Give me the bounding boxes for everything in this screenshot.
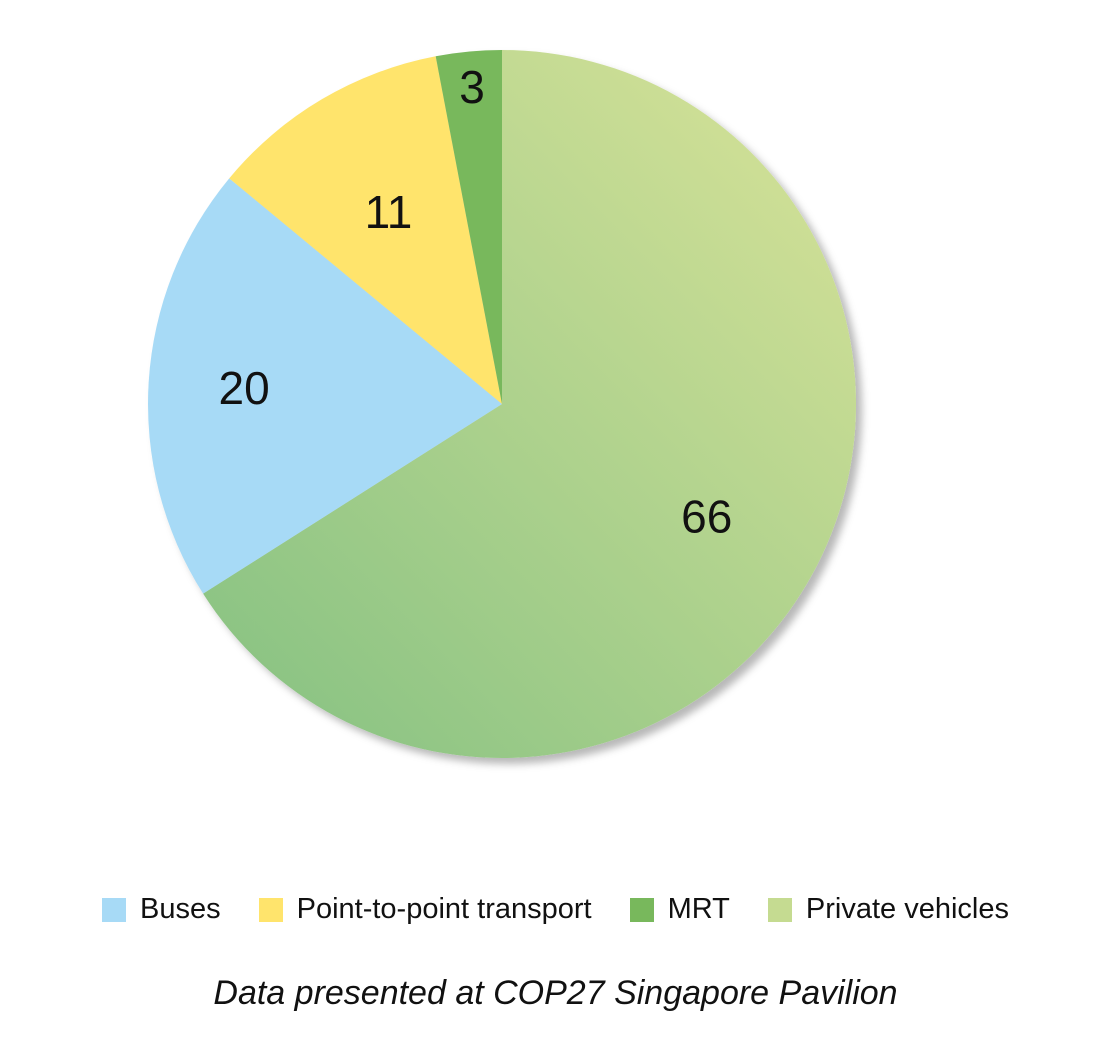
slice-value-label-mrt: 3	[459, 61, 485, 113]
legend-item-buses: Buses	[102, 893, 221, 926]
chart-caption: Data presented at COP27 Singapore Pavili…	[213, 974, 898, 1012]
legend-label: MRT	[667, 893, 730, 925]
pie-slice-point-to-point-transport	[229, 56, 502, 404]
legend-label: Point-to-point transport	[296, 893, 592, 925]
pie-slices	[148, 50, 857, 758]
legend-swatch	[102, 897, 126, 922]
legend-swatch	[767, 897, 792, 922]
pie-slice-mrt	[435, 50, 502, 404]
slice-labels: 66 20 11 3	[219, 61, 733, 543]
slice-value-label-buses: 20	[219, 362, 270, 414]
legend-item-point-to-point-transport: Point-to-point transport	[258, 893, 592, 926]
pie-chart: 66 20 11 3	[148, 50, 857, 758]
legend-swatch	[629, 897, 654, 922]
legend-item-mrt: MRT	[629, 893, 730, 926]
legend-item-private-vehicles: Private vehicles	[767, 893, 1009, 926]
pie-slice-buses	[148, 178, 503, 594]
slice-value-label-private-vehicles: 66	[681, 491, 732, 543]
legend-swatch	[258, 897, 283, 922]
pie-slice-private-vehicles	[203, 50, 857, 758]
legend-label: Buses	[140, 893, 221, 925]
legend: Buses Point-to-point transport MRT Private …	[0, 893, 1111, 926]
slice-value-label-point-to-point-transport: 11	[365, 186, 413, 238]
legend-label: Private vehicles	[805, 893, 1009, 925]
